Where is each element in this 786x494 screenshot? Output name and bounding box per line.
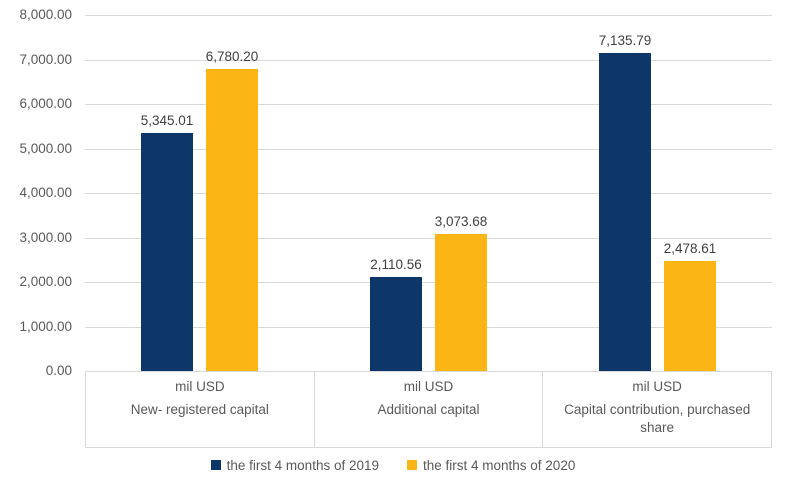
bar-series2 xyxy=(664,260,716,371)
data-label: 5,345.01 xyxy=(140,113,194,129)
gridline xyxy=(85,282,772,283)
category-cell: mil USD Additional capital xyxy=(313,372,543,447)
bar-series2 xyxy=(435,234,487,371)
legend: the first 4 months of 2019 the first 4 mo… xyxy=(0,452,786,478)
category-unit-label: mil USD xyxy=(403,379,454,394)
legend-label: the first 4 months of 2020 xyxy=(423,457,576,473)
bar-series2 xyxy=(206,69,258,371)
y-axis-tick-label: 2,000.00 xyxy=(19,274,72,289)
gridline xyxy=(85,148,772,150)
y-axis-tick-label: 7,000.00 xyxy=(19,51,72,67)
data-label: 7,135.79 xyxy=(598,33,652,49)
data-label: 2,110.56 xyxy=(370,257,422,273)
category-label: Capital contribution, purchased share xyxy=(564,402,751,435)
gridline xyxy=(85,326,772,328)
y-axis-tick-label: 8,000.00 xyxy=(19,7,72,22)
category-label: Additional capital xyxy=(377,402,480,417)
bar-series1 xyxy=(599,53,651,371)
legend-swatch-icon xyxy=(210,460,221,470)
y-axis-tick-label: 4,000.00 xyxy=(19,185,72,200)
category-unit-label: mil USD xyxy=(175,379,225,394)
category-cell: mil USD New- registered capital xyxy=(86,372,314,447)
y-axis-tick-label: 1,000.00 xyxy=(19,318,72,334)
data-label: 3,073.68 xyxy=(434,214,488,230)
category-label: New- registered capital xyxy=(130,402,269,417)
gridline xyxy=(85,193,772,194)
data-label: 6,780.20 xyxy=(205,49,259,65)
gridline xyxy=(85,104,772,105)
y-axis-tick-label: 6,000.00 xyxy=(19,96,72,111)
y-axis-tick-label: 0.00 xyxy=(45,363,72,378)
legend-label: the first 4 months of 2019 xyxy=(226,457,379,473)
legend-item: the first 4 months of 2020 xyxy=(407,458,575,473)
legend-item: the first 4 months of 2019 xyxy=(210,457,379,473)
bar-series1 xyxy=(370,277,422,371)
legend-swatch-icon xyxy=(407,460,417,470)
y-axis-tick-label: 3,000.00 xyxy=(19,229,72,245)
bar-series1 xyxy=(141,133,193,371)
gridline xyxy=(85,237,772,239)
category-unit-label: mil USD xyxy=(632,379,682,394)
data-label: 2,478.61 xyxy=(663,240,717,256)
gridline xyxy=(85,59,772,61)
category-axis-box: mil USD New- registered capital mil USD Add… xyxy=(85,371,772,448)
gridline xyxy=(85,15,772,16)
y-axis-tick-label: 5,000.00 xyxy=(19,140,72,156)
category-cell: mil USD Capital contribution, purchased s… xyxy=(542,372,771,447)
